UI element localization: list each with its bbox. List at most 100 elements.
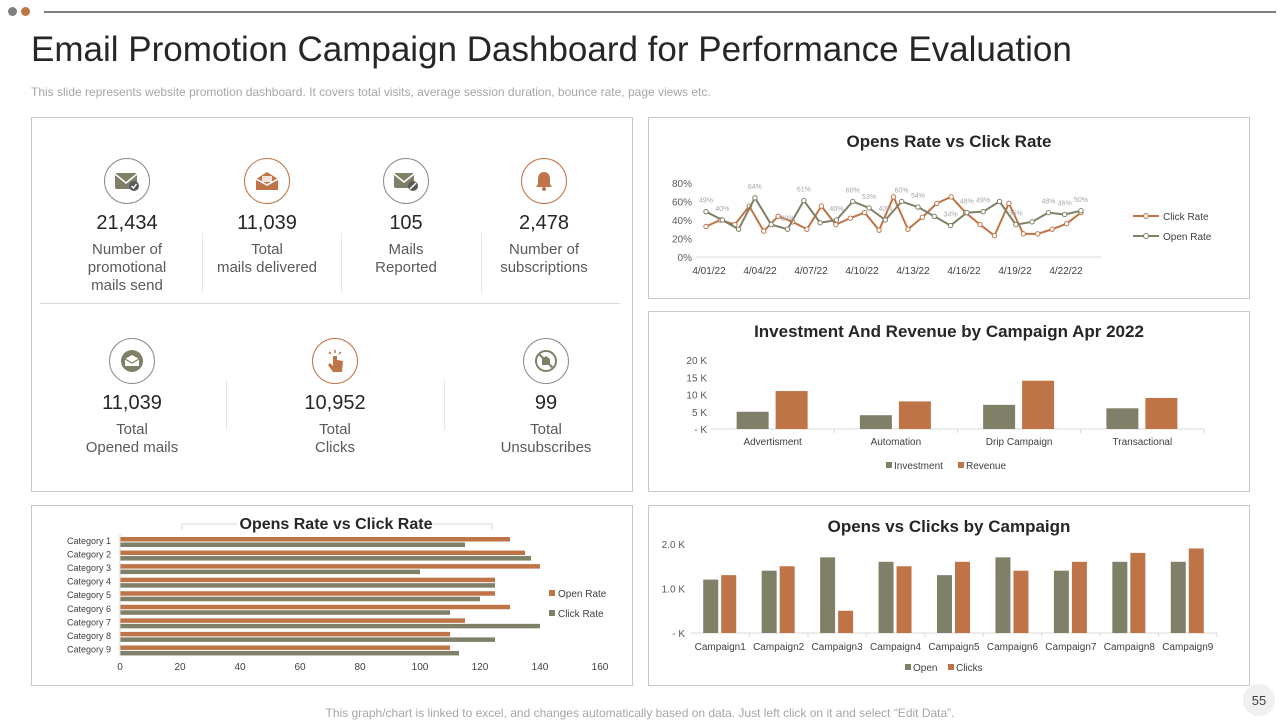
bar-click-rate (120, 623, 540, 629)
kpi-label: Number of subscriptions (474, 241, 614, 277)
y-tick-label: 20 K (686, 356, 707, 367)
bar-revenue (1145, 397, 1178, 429)
data-label: 34% (944, 212, 958, 219)
data-point (735, 226, 742, 232)
x-tick-label: 4/04/22 (743, 266, 777, 277)
x-tick-label: 100 (412, 662, 429, 673)
data-point (1020, 231, 1027, 237)
data-point (1013, 221, 1019, 228)
bar-open (995, 557, 1011, 633)
legend-label: Investment (894, 461, 943, 472)
data-label: 60% (846, 188, 860, 195)
kpi-divider (341, 233, 342, 293)
y-tick-label: 20% (672, 235, 692, 246)
legend-label: Click Rate (1163, 212, 1209, 223)
bar-click-rate (120, 583, 495, 588)
data-label: 46% (1058, 200, 1072, 207)
data-point (919, 214, 926, 220)
bar-open (937, 575, 952, 633)
bar-open-rate (120, 591, 495, 596)
legend-swatch (905, 664, 911, 670)
data-point (1049, 226, 1055, 232)
data-point (850, 198, 856, 205)
data-point (833, 217, 840, 223)
kpi-divider (444, 380, 445, 430)
chart-title: Opens vs Clicks by Campaign (827, 517, 1071, 536)
kpi-label: Mails Reported (336, 241, 476, 277)
kpi-value: 21,434 (96, 212, 158, 234)
kpi-label-line: Unsubscribes (500, 439, 592, 456)
data-label: 49% (699, 198, 713, 205)
mail-check-icon (104, 158, 150, 204)
bar-investment (983, 404, 1016, 429)
y-tick-label: 5 K (692, 408, 707, 419)
bar-clicks (1130, 552, 1146, 633)
data-point (1035, 231, 1041, 237)
opens-clicks-campaign-chart: - K 1.0 K 2.0 K Campaign1 Campaign2 Campaign3… (662, 540, 1218, 674)
legend-label: Open (913, 663, 937, 674)
data-label: 53% (862, 194, 876, 201)
kpi-value: 2,478 (518, 212, 570, 234)
data-point (768, 221, 774, 228)
bar-click-rate (120, 542, 465, 547)
bar-open (1112, 561, 1128, 633)
click-hand-icon (312, 338, 358, 384)
x-tick-label: Campaign1 (695, 642, 747, 653)
kpi-label: Total Opened mails (62, 421, 202, 457)
data-point (890, 194, 897, 200)
opens-click-hbar-chart: Opens Rate vs Click Rate Category 1 Catego… (67, 516, 609, 673)
hbar-chart-panel: Opens Rate vs Click Rate Category 1 Catego… (31, 505, 633, 686)
kpi-label-line: Total (116, 421, 148, 438)
header-rule (44, 11, 1276, 13)
data-point (861, 209, 868, 216)
opened-mail-icon (109, 338, 155, 384)
kpi-divider (481, 233, 482, 293)
data-point (703, 208, 709, 215)
legend-marker (1143, 233, 1149, 239)
bar-revenue (898, 401, 931, 429)
kpi-label-line: Number of (508, 241, 580, 258)
dot-gray (8, 7, 17, 16)
x-tick-label: 4/19/22 (998, 266, 1032, 277)
x-tick-label: 140 (532, 662, 549, 673)
y-tick-label: 1.0 K (662, 585, 686, 596)
x-tick-label: 60 (294, 662, 306, 673)
y-tick-label: Category 4 (67, 577, 111, 587)
data-label: 54% (911, 193, 925, 200)
data-point (833, 221, 839, 228)
bar-revenue (1022, 380, 1055, 429)
data-label: 49% (976, 198, 990, 205)
bar-clicks (1188, 548, 1204, 633)
x-tick-label: Campaign6 (987, 642, 1039, 653)
header-dots (8, 7, 30, 16)
footer-note: This graph/chart is linked to excel, and… (325, 706, 955, 720)
x-tick-label: Campaign8 (1104, 642, 1156, 653)
y-tick-label: Category 6 (67, 604, 111, 614)
kpi-value: 10,952 (304, 392, 366, 414)
page-title: Email Promotion Campaign Dashboard for P… (31, 30, 1072, 69)
kpi-label-line: Clicks (315, 439, 355, 456)
kpi-mails-reported: 105 Mails Reported (336, 158, 476, 277)
bar-open (878, 561, 894, 633)
kpi-promotional-mails: 21,434 Number of promotional mails send (57, 158, 197, 295)
x-tick-label: Campaign4 (870, 642, 922, 653)
kpi-label-line: Reported (375, 259, 437, 276)
data-point (801, 197, 807, 204)
x-tick-label: Campaign3 (812, 642, 864, 653)
data-point (818, 203, 825, 209)
bar-click-rate (120, 637, 495, 642)
y-tick-label: Category 3 (67, 563, 111, 573)
bar-click-rate (120, 556, 531, 561)
bar-open (1053, 570, 1069, 633)
data-point (964, 209, 970, 216)
bar-investment (736, 411, 769, 429)
legend-label: Click Rate (558, 609, 604, 620)
campaign-chart-panel: Opens vs Clicks by Campaign - K 1.0 K 2.0 … (648, 505, 1250, 686)
y-tick-label: Category 5 (67, 590, 111, 600)
y-tick-label: Category 8 (67, 631, 111, 641)
kpi-subscriptions: 2,478 Number of subscriptions (474, 158, 614, 277)
mail-open-icon (244, 158, 290, 204)
data-point (847, 215, 853, 221)
data-point (898, 198, 905, 205)
page-number: 55 (1243, 684, 1275, 716)
